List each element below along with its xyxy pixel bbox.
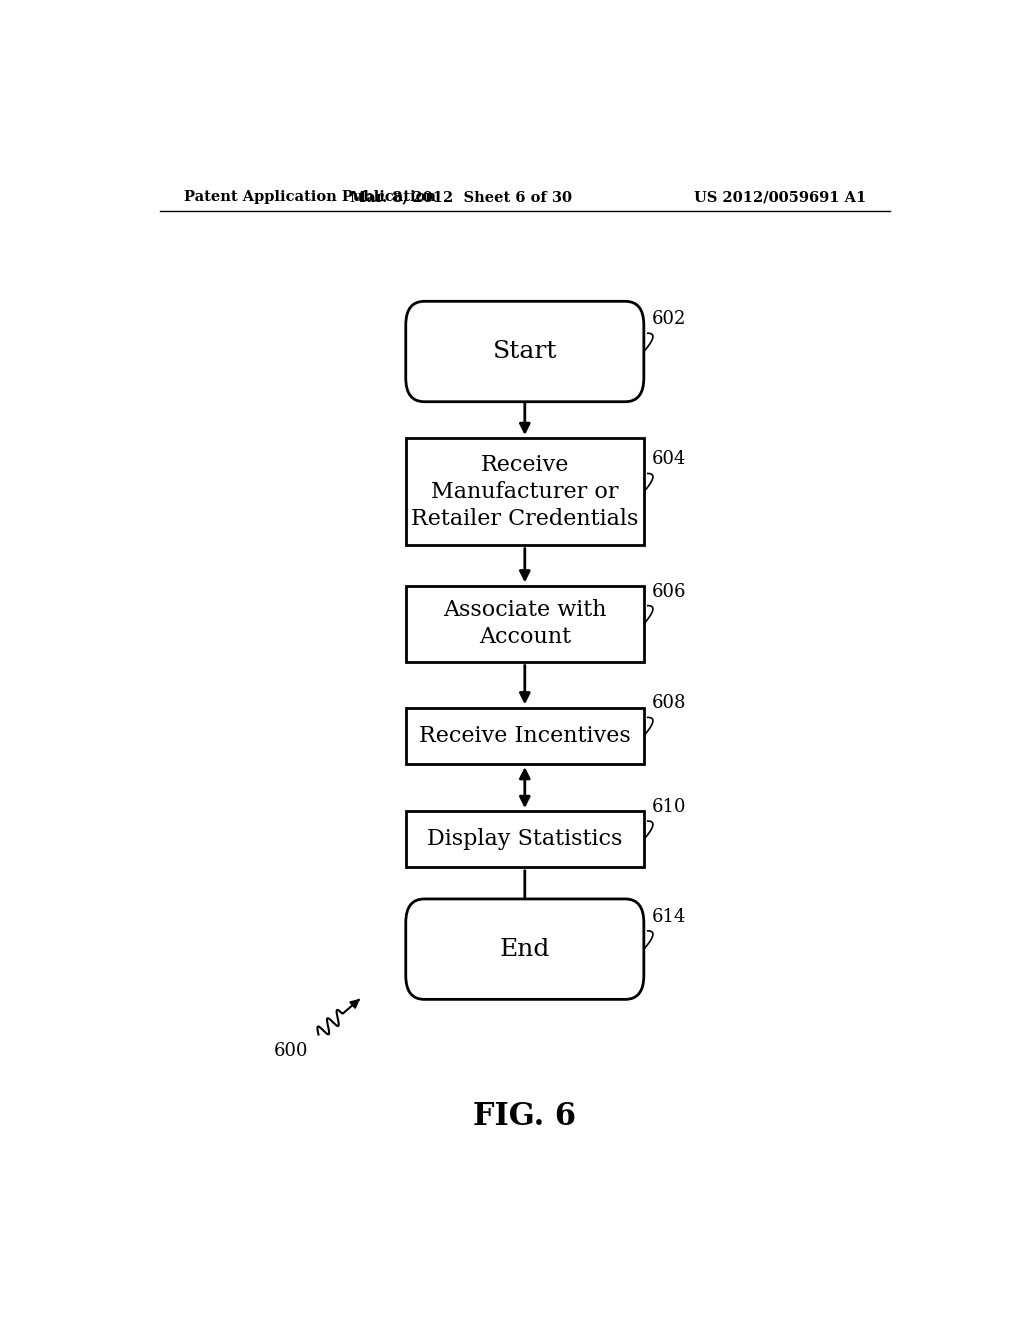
Bar bbox=[406, 586, 644, 663]
Text: Patent Application Publication: Patent Application Publication bbox=[183, 190, 435, 205]
Bar bbox=[406, 438, 644, 545]
Bar bbox=[406, 812, 644, 867]
Text: Display Statistics: Display Statistics bbox=[427, 829, 623, 850]
FancyBboxPatch shape bbox=[406, 301, 644, 401]
Text: End: End bbox=[500, 937, 550, 961]
Text: Receive
Manufacturer or
Retailer Credentials: Receive Manufacturer or Retailer Credent… bbox=[411, 454, 639, 529]
Text: 602: 602 bbox=[652, 310, 686, 329]
Bar bbox=[406, 708, 644, 764]
Text: FIG. 6: FIG. 6 bbox=[473, 1101, 577, 1133]
Text: 610: 610 bbox=[652, 799, 686, 816]
Text: Receive Incentives: Receive Incentives bbox=[419, 725, 631, 747]
FancyBboxPatch shape bbox=[406, 899, 644, 999]
Text: Mar. 8, 2012  Sheet 6 of 30: Mar. 8, 2012 Sheet 6 of 30 bbox=[350, 190, 572, 205]
Text: 606: 606 bbox=[652, 582, 686, 601]
Text: 604: 604 bbox=[652, 450, 686, 469]
Text: 608: 608 bbox=[652, 694, 686, 713]
Text: 600: 600 bbox=[273, 1041, 308, 1060]
Text: US 2012/0059691 A1: US 2012/0059691 A1 bbox=[694, 190, 866, 205]
Text: 614: 614 bbox=[652, 908, 686, 925]
Text: Associate with
Account: Associate with Account bbox=[443, 599, 606, 648]
Text: Start: Start bbox=[493, 341, 557, 363]
